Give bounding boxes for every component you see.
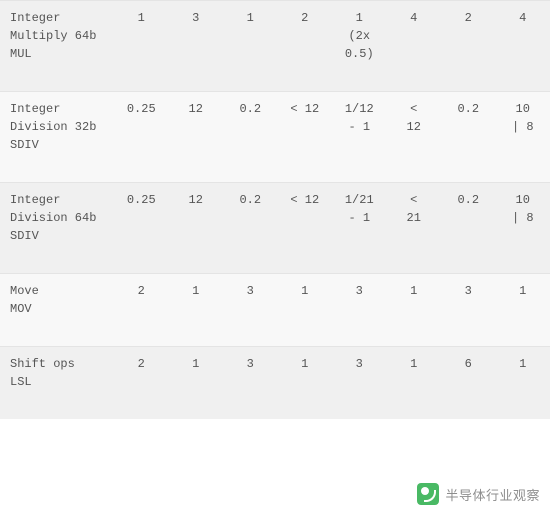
table-row: MoveMOV21313131 <box>0 274 550 347</box>
row-value: 1 <box>169 274 224 347</box>
row-label: Shift opsLSL <box>0 347 114 420</box>
row-value: 1 <box>387 274 442 347</box>
row-label: MoveMOV <box>0 274 114 347</box>
row-value: 0.2 <box>441 183 496 274</box>
row-value: 3 <box>169 1 224 92</box>
table-row: IntegerDivision 32bSDIV0.25120.2< 121/12… <box>0 92 550 183</box>
watermark: 半导体行业观察 <box>417 483 540 505</box>
row-value: <21 <box>387 183 442 274</box>
row-label: IntegerDivision 64bSDIV <box>0 183 114 274</box>
row-value: 1 <box>114 1 169 92</box>
row-value: 0.2 <box>223 92 278 183</box>
row-value: 10| 8 <box>496 92 550 183</box>
table-row: IntegerMultiply 64bMUL13121(2x0.5)424 <box>0 1 550 92</box>
row-value: 3 <box>332 347 387 420</box>
watermark-text: 半导体行业观察 <box>445 485 540 504</box>
row-value: 1 <box>278 347 333 420</box>
wechat-brand-icon <box>417 483 439 505</box>
row-value: 12 <box>169 183 224 274</box>
row-value: 2 <box>114 274 169 347</box>
row-value: 1(2x0.5) <box>332 1 387 92</box>
row-value: < 12 <box>278 183 333 274</box>
row-value: <12 <box>387 92 442 183</box>
table-row: IntegerDivision 64bSDIV0.25120.2< 121/21… <box>0 183 550 274</box>
row-value: 0.25 <box>114 183 169 274</box>
row-value: < 12 <box>278 92 333 183</box>
row-value: 1 <box>496 274 550 347</box>
row-value: 0.25 <box>114 92 169 183</box>
row-value: 1/12- 1 <box>332 92 387 183</box>
row-label: IntegerMultiply 64bMUL <box>0 1 114 92</box>
row-value: 3 <box>332 274 387 347</box>
perf-table: IntegerMultiply 64bMUL13121(2x0.5)424Int… <box>0 0 550 419</box>
row-value: 0.2 <box>441 92 496 183</box>
row-value: 6 <box>441 347 496 420</box>
row-value: 12 <box>169 92 224 183</box>
row-value: 4 <box>387 1 442 92</box>
row-value: 2 <box>441 1 496 92</box>
row-value: 4 <box>496 1 550 92</box>
row-value: 1 <box>278 274 333 347</box>
row-value: 1 <box>387 347 442 420</box>
row-value: 2 <box>114 347 169 420</box>
row-value: 1 <box>169 347 224 420</box>
row-value: 3 <box>441 274 496 347</box>
row-value: 10| 8 <box>496 183 550 274</box>
row-value: 1 <box>496 347 550 420</box>
row-value: 3 <box>223 347 278 420</box>
table-row: Shift opsLSL21313161 <box>0 347 550 420</box>
row-value: 0.2 <box>223 183 278 274</box>
row-value: 1/21- 1 <box>332 183 387 274</box>
row-value: 3 <box>223 274 278 347</box>
row-label: IntegerDivision 32bSDIV <box>0 92 114 183</box>
row-value: 2 <box>278 1 333 92</box>
row-value: 1 <box>223 1 278 92</box>
